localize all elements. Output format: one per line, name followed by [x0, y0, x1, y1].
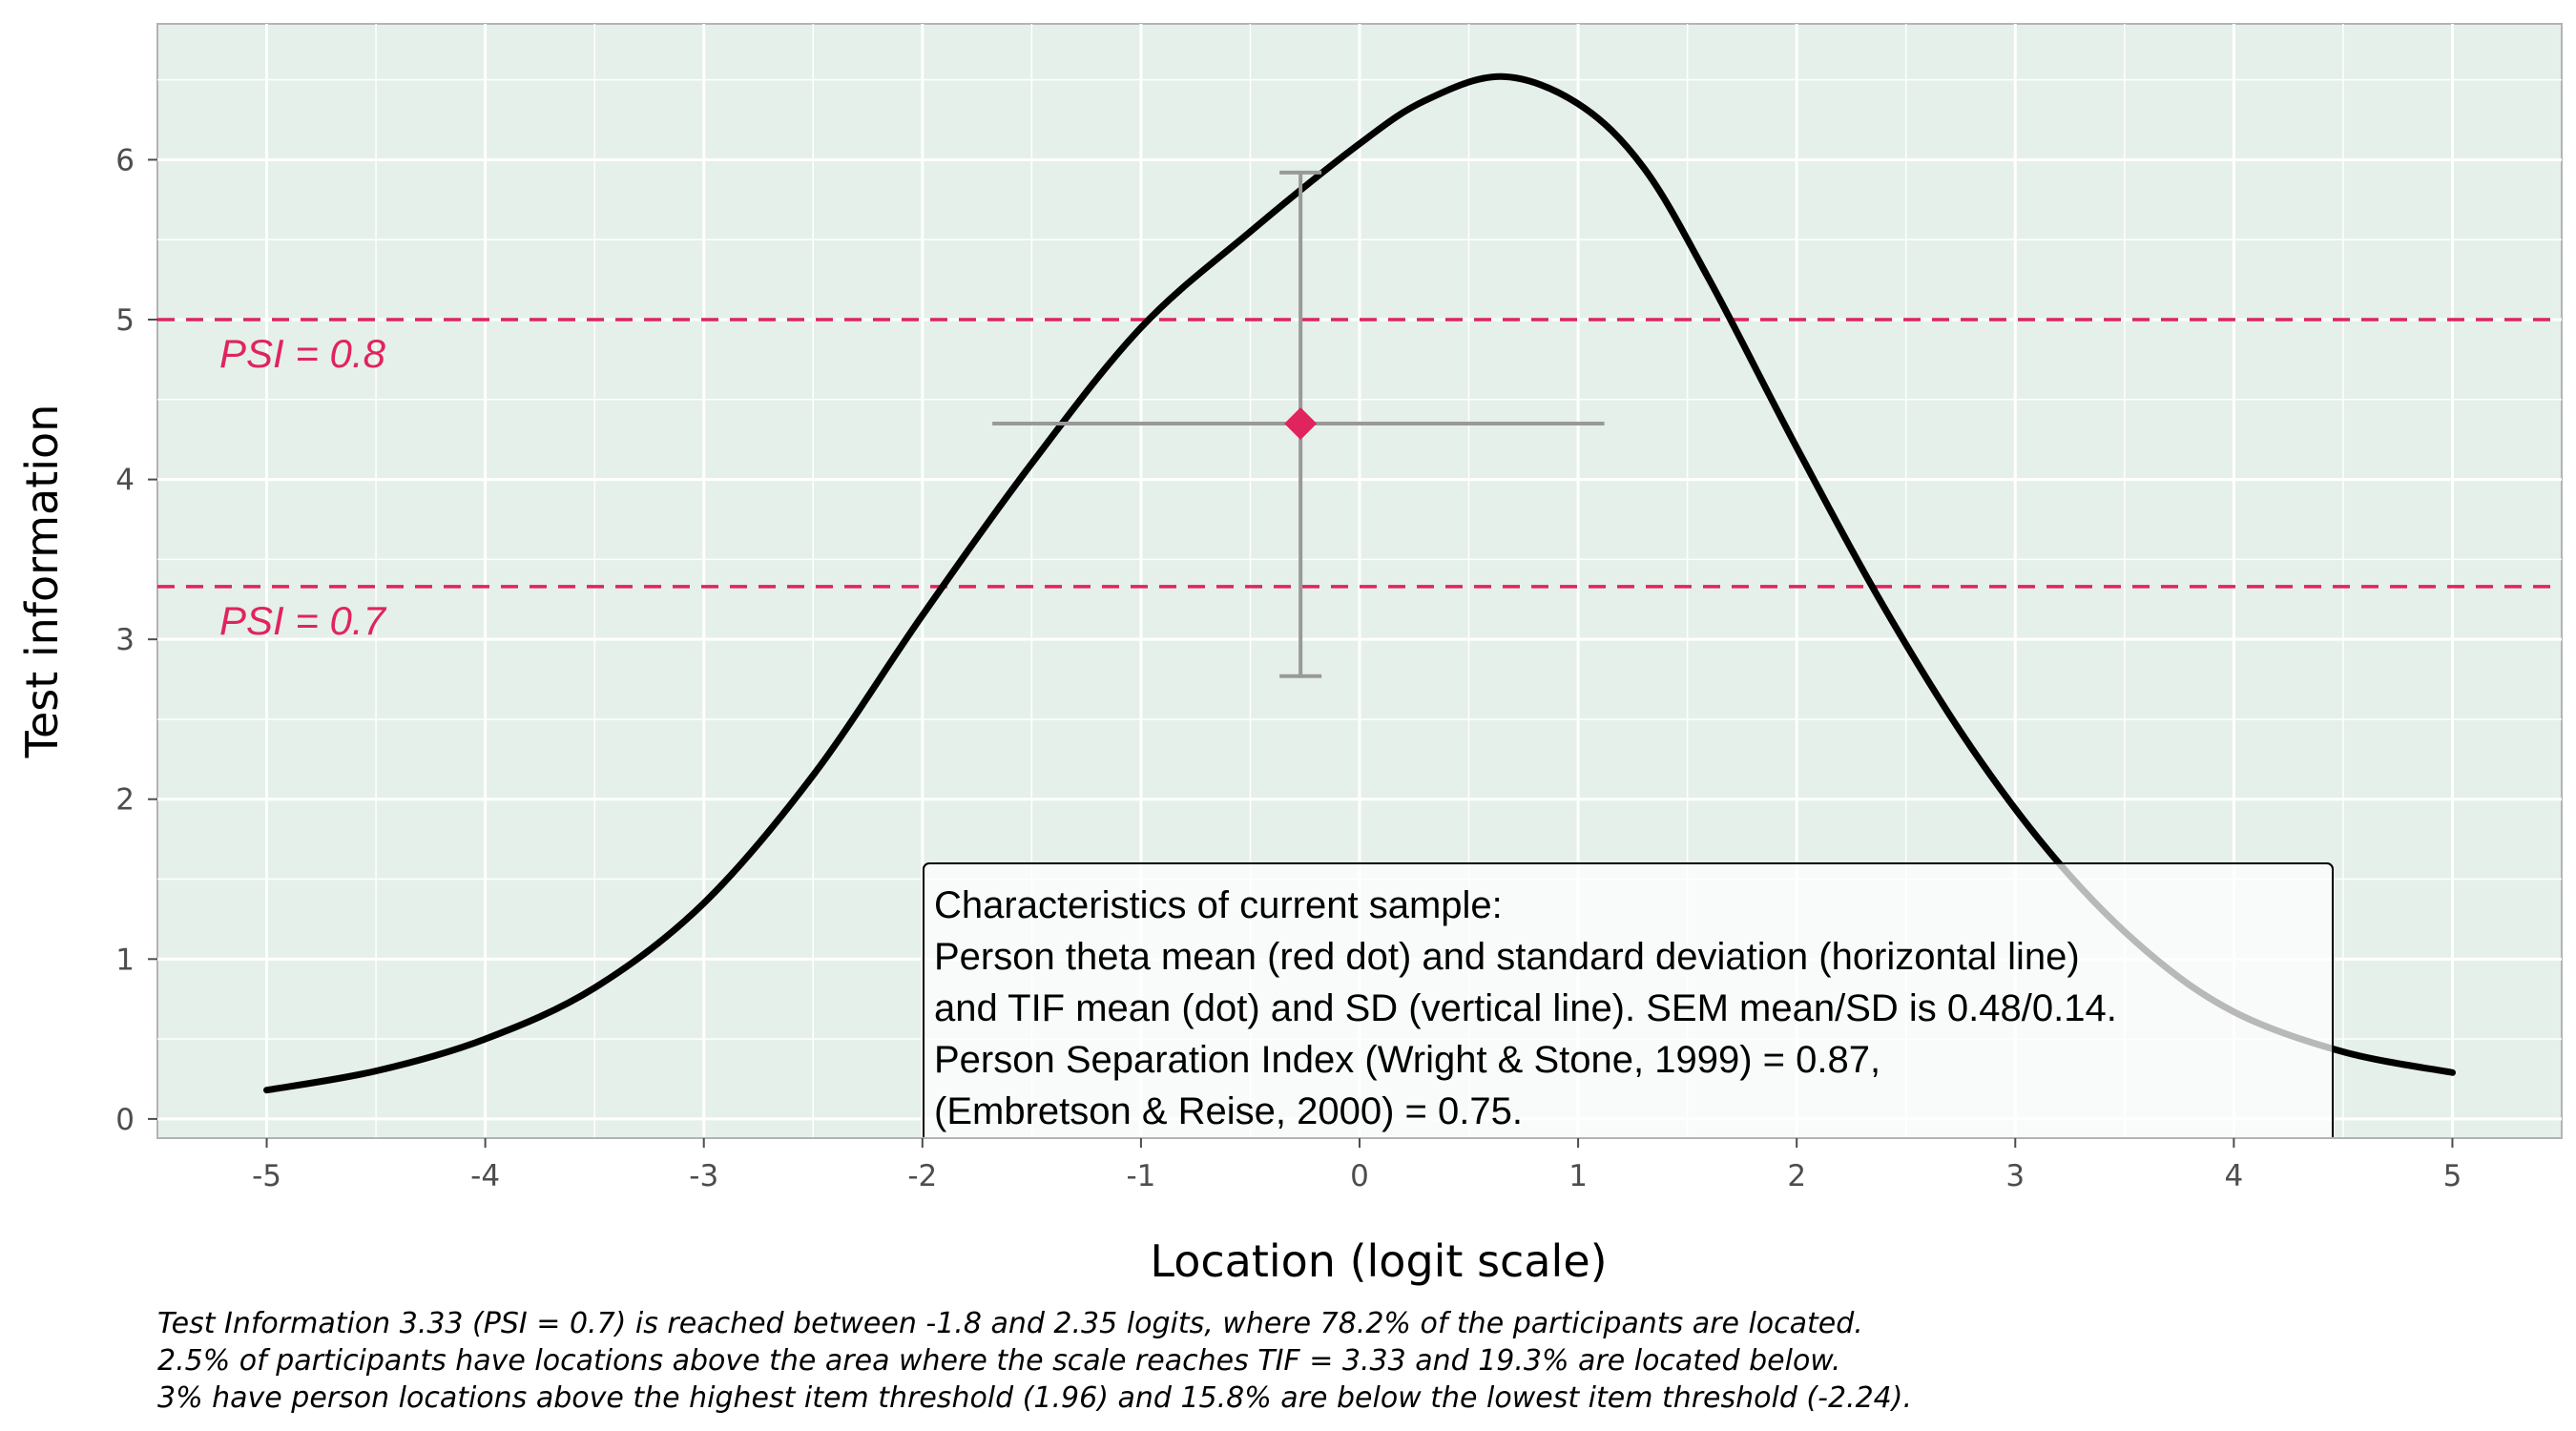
x-axis-title: Location (logit scale): [1150, 1235, 1607, 1287]
x-tick-label: -3: [689, 1159, 718, 1193]
x-tick-label: -5: [252, 1159, 281, 1193]
psi-label: PSI = 0.7: [219, 598, 387, 643]
annotation-line: Characteristics of current sample:: [934, 884, 1503, 926]
caption: Test Information 3.33 (PSI = 0.7) is rea…: [157, 1307, 1912, 1415]
y-tick-label: 1: [115, 943, 135, 977]
x-tick-label: 2: [1787, 1159, 1806, 1193]
y-tick-label: 4: [115, 464, 135, 498]
annotation-clip-mask: [922, 1139, 2335, 1158]
caption-line: 2.5% of participants have locations abov…: [157, 1344, 1840, 1378]
annotation-line: and TIF mean (dot) and SD (vertical line…: [934, 987, 2117, 1029]
x-tick-label: 4: [2224, 1159, 2243, 1193]
y-tick-label: 3: [115, 623, 135, 657]
x-axis-ticks: -5 -4 -3 -2 -1 0 1 2 3 4 5: [252, 1138, 2462, 1193]
y-tick-label: 2: [115, 783, 135, 818]
psi-label: PSI = 0.8: [219, 331, 386, 376]
y-tick-label: 0: [115, 1103, 135, 1137]
annotation-box: Characteristics of current sample: Person…: [157, 862, 2562, 1158]
y-tick-label: 5: [115, 303, 135, 338]
summary-errorbars: [992, 170, 1605, 678]
annotation-line: (Embretson & Reise, 2000) = 0.75.: [934, 1090, 1523, 1132]
x-tick-label: 1: [1568, 1159, 1588, 1193]
x-tick-label: -4: [470, 1159, 500, 1193]
x-tick-label: -2: [907, 1159, 937, 1193]
mean-marker: [1284, 406, 1318, 440]
y-tick-label: 6: [115, 143, 135, 177]
reference-lines: PSI = 0.8 PSI = 0.7: [157, 318, 2562, 643]
annotation-line: Person Separation Index (Wright & Stone,…: [934, 1039, 1880, 1081]
x-tick-label: 5: [2443, 1159, 2462, 1193]
annotation-line: Person theta mean (red dot) and standard…: [934, 936, 2080, 978]
x-tick-label: 0: [1350, 1159, 1369, 1193]
curve-layer: [263, 73, 2456, 1094]
caption-line: Test Information 3.33 (PSI = 0.7) is rea…: [157, 1307, 1863, 1340]
test-information-curve: [263, 73, 2456, 1094]
x-tick-label: 3: [2005, 1159, 2025, 1193]
caption-line: 3% have person locations above the highe…: [157, 1381, 1912, 1415]
x-tick-label: -1: [1126, 1159, 1155, 1193]
y-axis-title: Test information: [16, 404, 68, 759]
y-axis-ticks: 0 1 2 3 4 5 6: [115, 143, 157, 1137]
